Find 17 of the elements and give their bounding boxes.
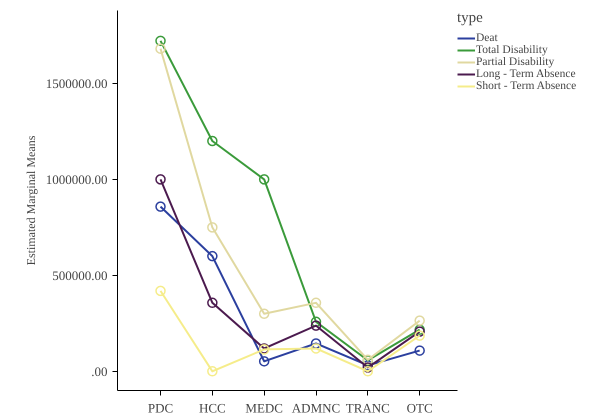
legend-title: type: [457, 10, 484, 27]
legend-label: Deat: [476, 32, 498, 44]
x-tick-label: HCC: [198, 400, 226, 416]
y-tick-label: .00: [91, 364, 108, 379]
x-tick-label: MEDC: [245, 400, 283, 416]
legend-label: Long - Term Absence: [476, 68, 576, 80]
x-tick-label: OTC: [406, 400, 433, 416]
y-axis-title: Estimated Marginal Means: [24, 135, 38, 266]
legend-label: Short - Term Absence: [476, 80, 576, 92]
legend-label: Partial Disability: [476, 56, 554, 68]
legend-label: Total Disability: [476, 44, 548, 56]
y-tick-label: 1000000.00: [46, 172, 108, 187]
x-tick-label: ADMNC: [292, 400, 340, 416]
y-tick-label: 1500000.00: [46, 76, 108, 91]
y-tick-label: 500000.00: [52, 268, 108, 283]
x-tick-label: TRANC: [346, 400, 390, 416]
x-tick-label: PDC: [148, 400, 174, 416]
